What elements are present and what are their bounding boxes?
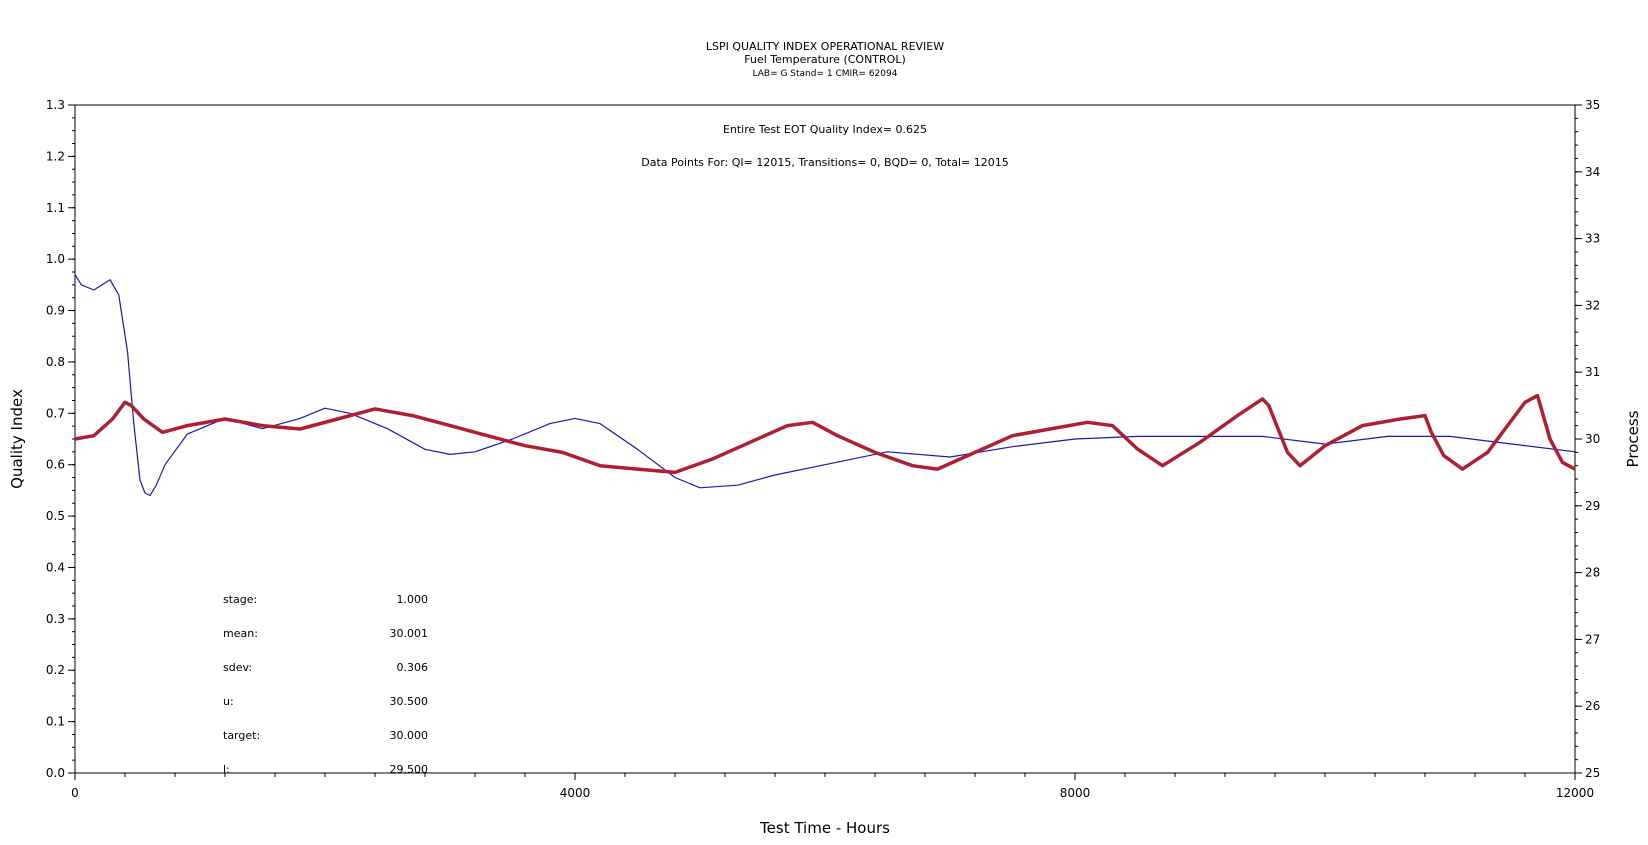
x-axis-label: Test Time - Hours — [759, 819, 890, 837]
y-left-tick-label: 0.7 — [46, 406, 65, 420]
stat-value: 0.306 — [397, 661, 429, 674]
y-right-tick-label: 29 — [1585, 499, 1600, 513]
stat-label: target: — [223, 729, 260, 742]
y-left-tick-label: 1.0 — [46, 252, 65, 266]
x-tick-label: 12000 — [1556, 786, 1594, 800]
y-left-tick-label: 0.5 — [46, 509, 65, 523]
data-points-summary: Data Points For: QI= 12015, Transitions=… — [641, 156, 1009, 169]
y-right-tick-label: 30 — [1585, 432, 1600, 446]
y-left-tick-label: 0.3 — [46, 612, 65, 626]
plot-frame — [74, 104, 1576, 774]
stat-value: 29.500 — [390, 763, 429, 776]
y-left-tick-label: 1.3 — [46, 98, 65, 112]
y-left-tick-label: 0.9 — [46, 304, 65, 318]
stat-value: 30.001 — [390, 627, 429, 640]
stats-block: stage: 1.000 mean: 30.001 sdev: 0.306 u: 30.500… — [223, 593, 428, 776]
stat-label: mean: — [223, 627, 258, 640]
y-left-tick-label: 0.6 — [46, 458, 65, 472]
y-right-tick-label: 25 — [1585, 766, 1600, 780]
eot-quality-index: Entire Test EOT Quality Index= 0.625 — [723, 123, 927, 136]
stat-value: 30.000 — [390, 729, 429, 742]
stat-label: l: — [223, 763, 230, 776]
y-left-tick-label: 1.1 — [46, 201, 65, 215]
stat-label: stage: — [223, 593, 257, 606]
y-left-tick-label: 0.4 — [46, 560, 65, 574]
process-series-line — [74, 393, 1576, 475]
x-tick-label: 4000 — [560, 786, 591, 800]
y-right-tick-label: 31 — [1585, 365, 1600, 379]
stat-value: 30.500 — [390, 695, 429, 708]
quality-index-series-line — [74, 274, 1576, 497]
stat-label: sdev: — [223, 661, 252, 674]
y-right-tick-label: 28 — [1585, 566, 1600, 580]
y-right-tick-label: 33 — [1585, 232, 1600, 246]
chart-subtitle-2: LAB= G Stand= 1 CMIR= 62094 — [753, 69, 898, 79]
y-right-tick-label: 27 — [1585, 632, 1600, 646]
y-left-tick-label: 0.8 — [46, 355, 65, 369]
data-series — [74, 274, 1576, 497]
stat-label: u: — [223, 695, 234, 708]
chart-title: LSPI QUALITY INDEX OPERATIONAL REVIEW — [706, 40, 944, 53]
axis-ticks: 0 4000 8000 12000 0.0 0.1 0.2 0.3 0.4 0.5 0.6 0.7 0.… — [46, 98, 1600, 800]
y-right-tick-label: 34 — [1585, 165, 1600, 179]
x-tick-label: 0 — [71, 786, 79, 800]
chart-subtitle: Fuel Temperature (CONTROL) — [744, 53, 906, 66]
y-left-tick-label: 0.0 — [46, 766, 65, 780]
y-right-tick-label: 35 — [1585, 98, 1600, 112]
x-tick-label: 8000 — [1060, 786, 1091, 800]
y-left-tick-label: 0.1 — [46, 715, 65, 729]
y-right-tick-label: 32 — [1585, 298, 1600, 312]
y-left-tick-label: 0.2 — [46, 663, 65, 677]
y-axis-label-left: Quality Index — [8, 389, 26, 489]
stat-value: 1.000 — [397, 593, 429, 606]
y-right-tick-label: 26 — [1585, 699, 1600, 713]
y-axis-label-right: Process — [1624, 410, 1642, 467]
y-left-tick-label: 1.2 — [46, 149, 65, 163]
